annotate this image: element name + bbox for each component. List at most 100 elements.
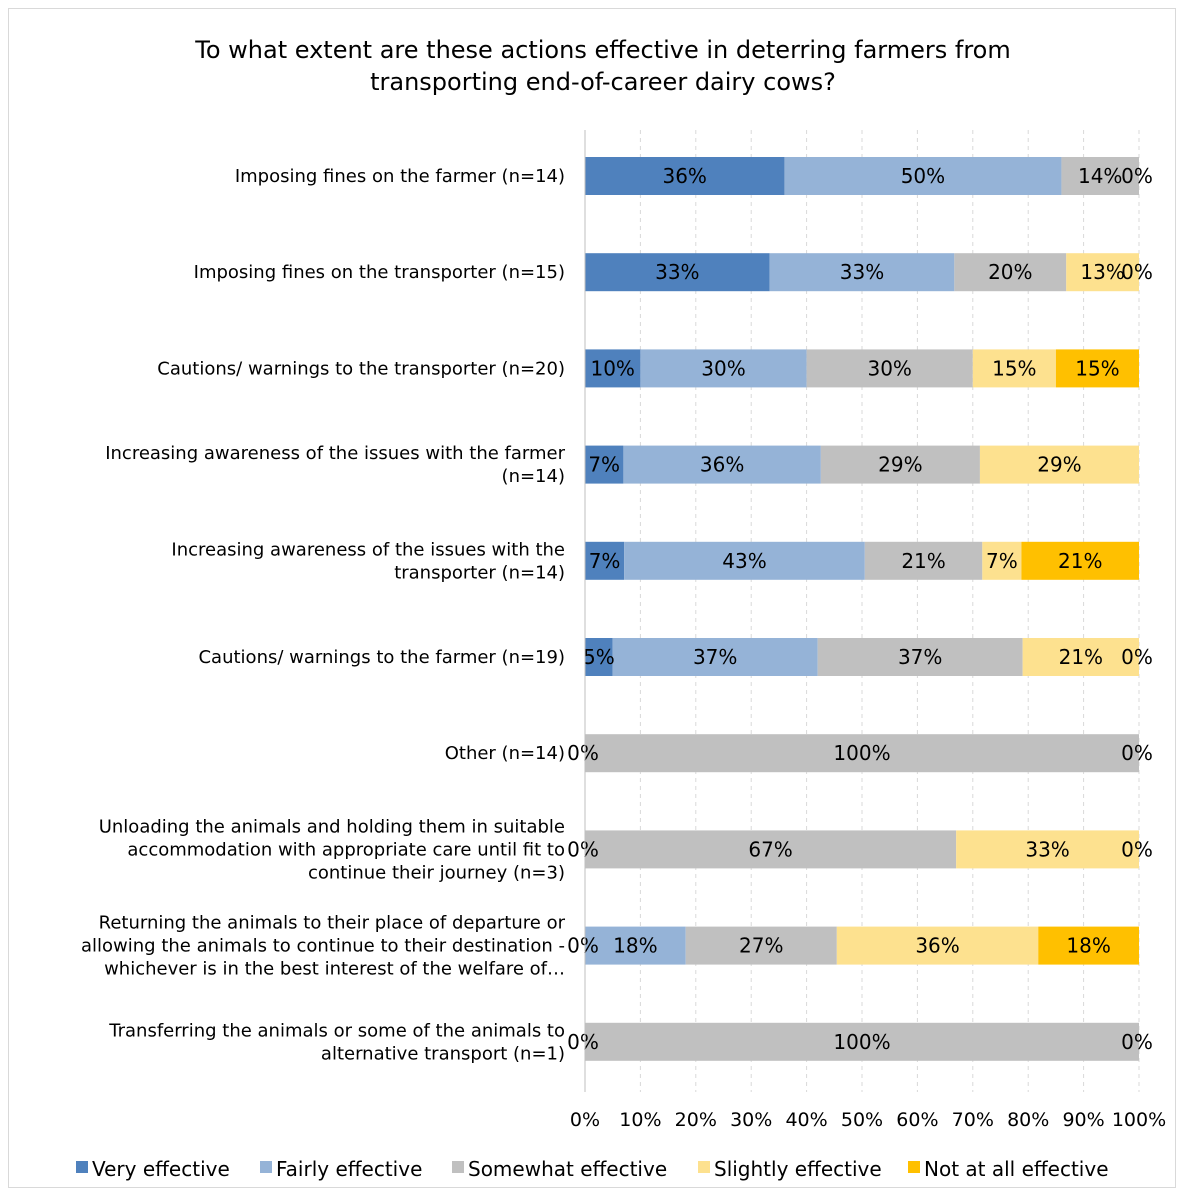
bar-segment [956, 830, 1139, 869]
category-label: Increasing awareness of the issues with … [105, 443, 565, 487]
data-label: 33% [655, 260, 699, 284]
chart-title-line: To what extent are these actions effecti… [194, 36, 1010, 64]
data-label: 18% [613, 934, 657, 958]
data-label: 50% [901, 164, 945, 188]
category-label-line: Cautions/ warnings to the transporter (n… [157, 358, 565, 379]
data-label: 0% [1121, 741, 1153, 765]
data-label: 20% [988, 260, 1032, 284]
data-label: 37% [898, 645, 942, 669]
category-label: Other (n=14) [445, 743, 565, 764]
bar-segment [817, 638, 1023, 676]
x-tick-label: 0% [570, 1109, 600, 1131]
bar-segment [806, 349, 973, 388]
data-label: 0% [1121, 260, 1153, 284]
legend-swatch [698, 1161, 710, 1173]
x-tick-label: 60% [896, 1109, 938, 1131]
data-label: 29% [878, 453, 922, 477]
bar-segment [585, 734, 1139, 773]
data-label: 7% [588, 453, 620, 477]
chart-frame [8, 8, 1176, 1188]
category-label-line: alternative transport (n=1) [321, 1043, 565, 1064]
bar-segment [972, 349, 1056, 388]
data-label: 18% [1066, 934, 1110, 958]
bar-segment [585, 830, 957, 869]
data-label: 0% [567, 741, 599, 765]
x-tick-label: 40% [785, 1109, 827, 1131]
x-tick-label: 100% [1112, 1109, 1166, 1131]
category-label-line: transporter (n=14) [394, 562, 565, 583]
data-label: 33% [1025, 837, 1069, 861]
legend-label: Somewhat effective [468, 1157, 667, 1181]
x-tick-label: 80% [1007, 1109, 1049, 1131]
category-label-line: Cautions/ warnings to the farmer (n=19) [198, 647, 565, 668]
data-label: 27% [739, 934, 783, 958]
bar-segment [685, 926, 837, 965]
category-label: Cautions/ warnings to the farmer (n=19) [198, 647, 565, 668]
data-label: 0% [1121, 164, 1153, 188]
category-label-line: Transferring the animals or some of the … [108, 1020, 565, 1041]
bar-segment [820, 445, 980, 484]
category-label: Returning the animals to their place of … [81, 913, 566, 980]
data-label: 7% [589, 549, 621, 573]
data-label: 15% [1075, 356, 1119, 380]
data-label: 100% [833, 741, 890, 765]
bar-segment [769, 253, 955, 292]
category-label-line: accommodation with appropriate care unti… [127, 839, 565, 860]
data-label: 14% [1078, 164, 1122, 188]
data-label: 37% [693, 645, 737, 669]
bar-segment [585, 926, 686, 965]
category-label-line: allowing the animals to continue to thei… [81, 936, 565, 957]
category-label: Unloading the animals and holding them i… [99, 816, 565, 883]
bar-segment [954, 253, 1067, 292]
data-label: 0% [1121, 837, 1153, 861]
category-label-line: Returning the animals to their place of … [99, 913, 566, 934]
chart-title-line: transporting end-of-career dairy cows? [370, 68, 836, 96]
data-labels: 36% 50% 14%0%33% 33% 20% 13%0%10% 30% 30% 15% 15%… [567, 164, 1153, 1054]
bar-segment [1021, 541, 1139, 580]
x-axis: 0% 10% 20% 30% 40% 50% 60% 70% 80% 90% 100% [570, 130, 1166, 1131]
bar-segment [585, 541, 625, 580]
data-label: 29% [1037, 453, 1081, 477]
bar-segment [836, 926, 1039, 965]
data-label: 0% [1121, 1030, 1153, 1054]
data-label: 36% [915, 934, 959, 958]
legend-swatch [76, 1161, 88, 1173]
data-label: 0% [567, 1030, 599, 1054]
data-label: 13% [1080, 260, 1124, 284]
bar-segment [1022, 638, 1139, 676]
bar-segment [585, 253, 770, 292]
x-tick-label: 50% [841, 1109, 883, 1131]
legend-label: Fairly effective [276, 1157, 422, 1181]
data-label: 36% [662, 164, 706, 188]
bar-segment [1066, 253, 1139, 292]
data-label: 0% [567, 837, 599, 861]
x-tick-label: 90% [1062, 1109, 1104, 1131]
category-label-line: Imposing fines on the farmer (n=14) [235, 166, 565, 187]
bar-segment [624, 541, 865, 580]
bar-segment [864, 541, 983, 580]
category-label-line: whichever is in the best interest of the… [104, 959, 565, 980]
legend-label: Not at all effective [924, 1157, 1109, 1181]
category-label-line: Imposing fines on the transporter (n=15) [194, 262, 565, 283]
bar-segment [1055, 349, 1139, 388]
bar-segment [784, 157, 1062, 195]
category-label: Transferring the animals or some of the … [108, 1020, 565, 1064]
bar-segment [1038, 926, 1139, 965]
x-tick-label: 20% [675, 1109, 717, 1131]
data-label: 15% [992, 356, 1036, 380]
data-label: 5% [583, 645, 615, 669]
category-label: Increasing awareness of the issues with … [171, 539, 565, 583]
legend: Very effective Fairly effective Somewhat e… [76, 1157, 1109, 1181]
data-label: 33% [840, 260, 884, 284]
bar-segment [612, 638, 818, 676]
category-label-line: Other (n=14) [445, 743, 565, 764]
legend-swatch [908, 1161, 920, 1173]
bar-segment [1061, 157, 1139, 195]
bars [585, 157, 1139, 1061]
category-label-line: (n=14) [502, 466, 565, 487]
data-label: 30% [867, 356, 911, 380]
bar-segment [585, 1022, 1139, 1061]
x-tick-label: 70% [952, 1109, 994, 1131]
category-label: Cautions/ warnings to the transporter (n… [157, 358, 565, 379]
